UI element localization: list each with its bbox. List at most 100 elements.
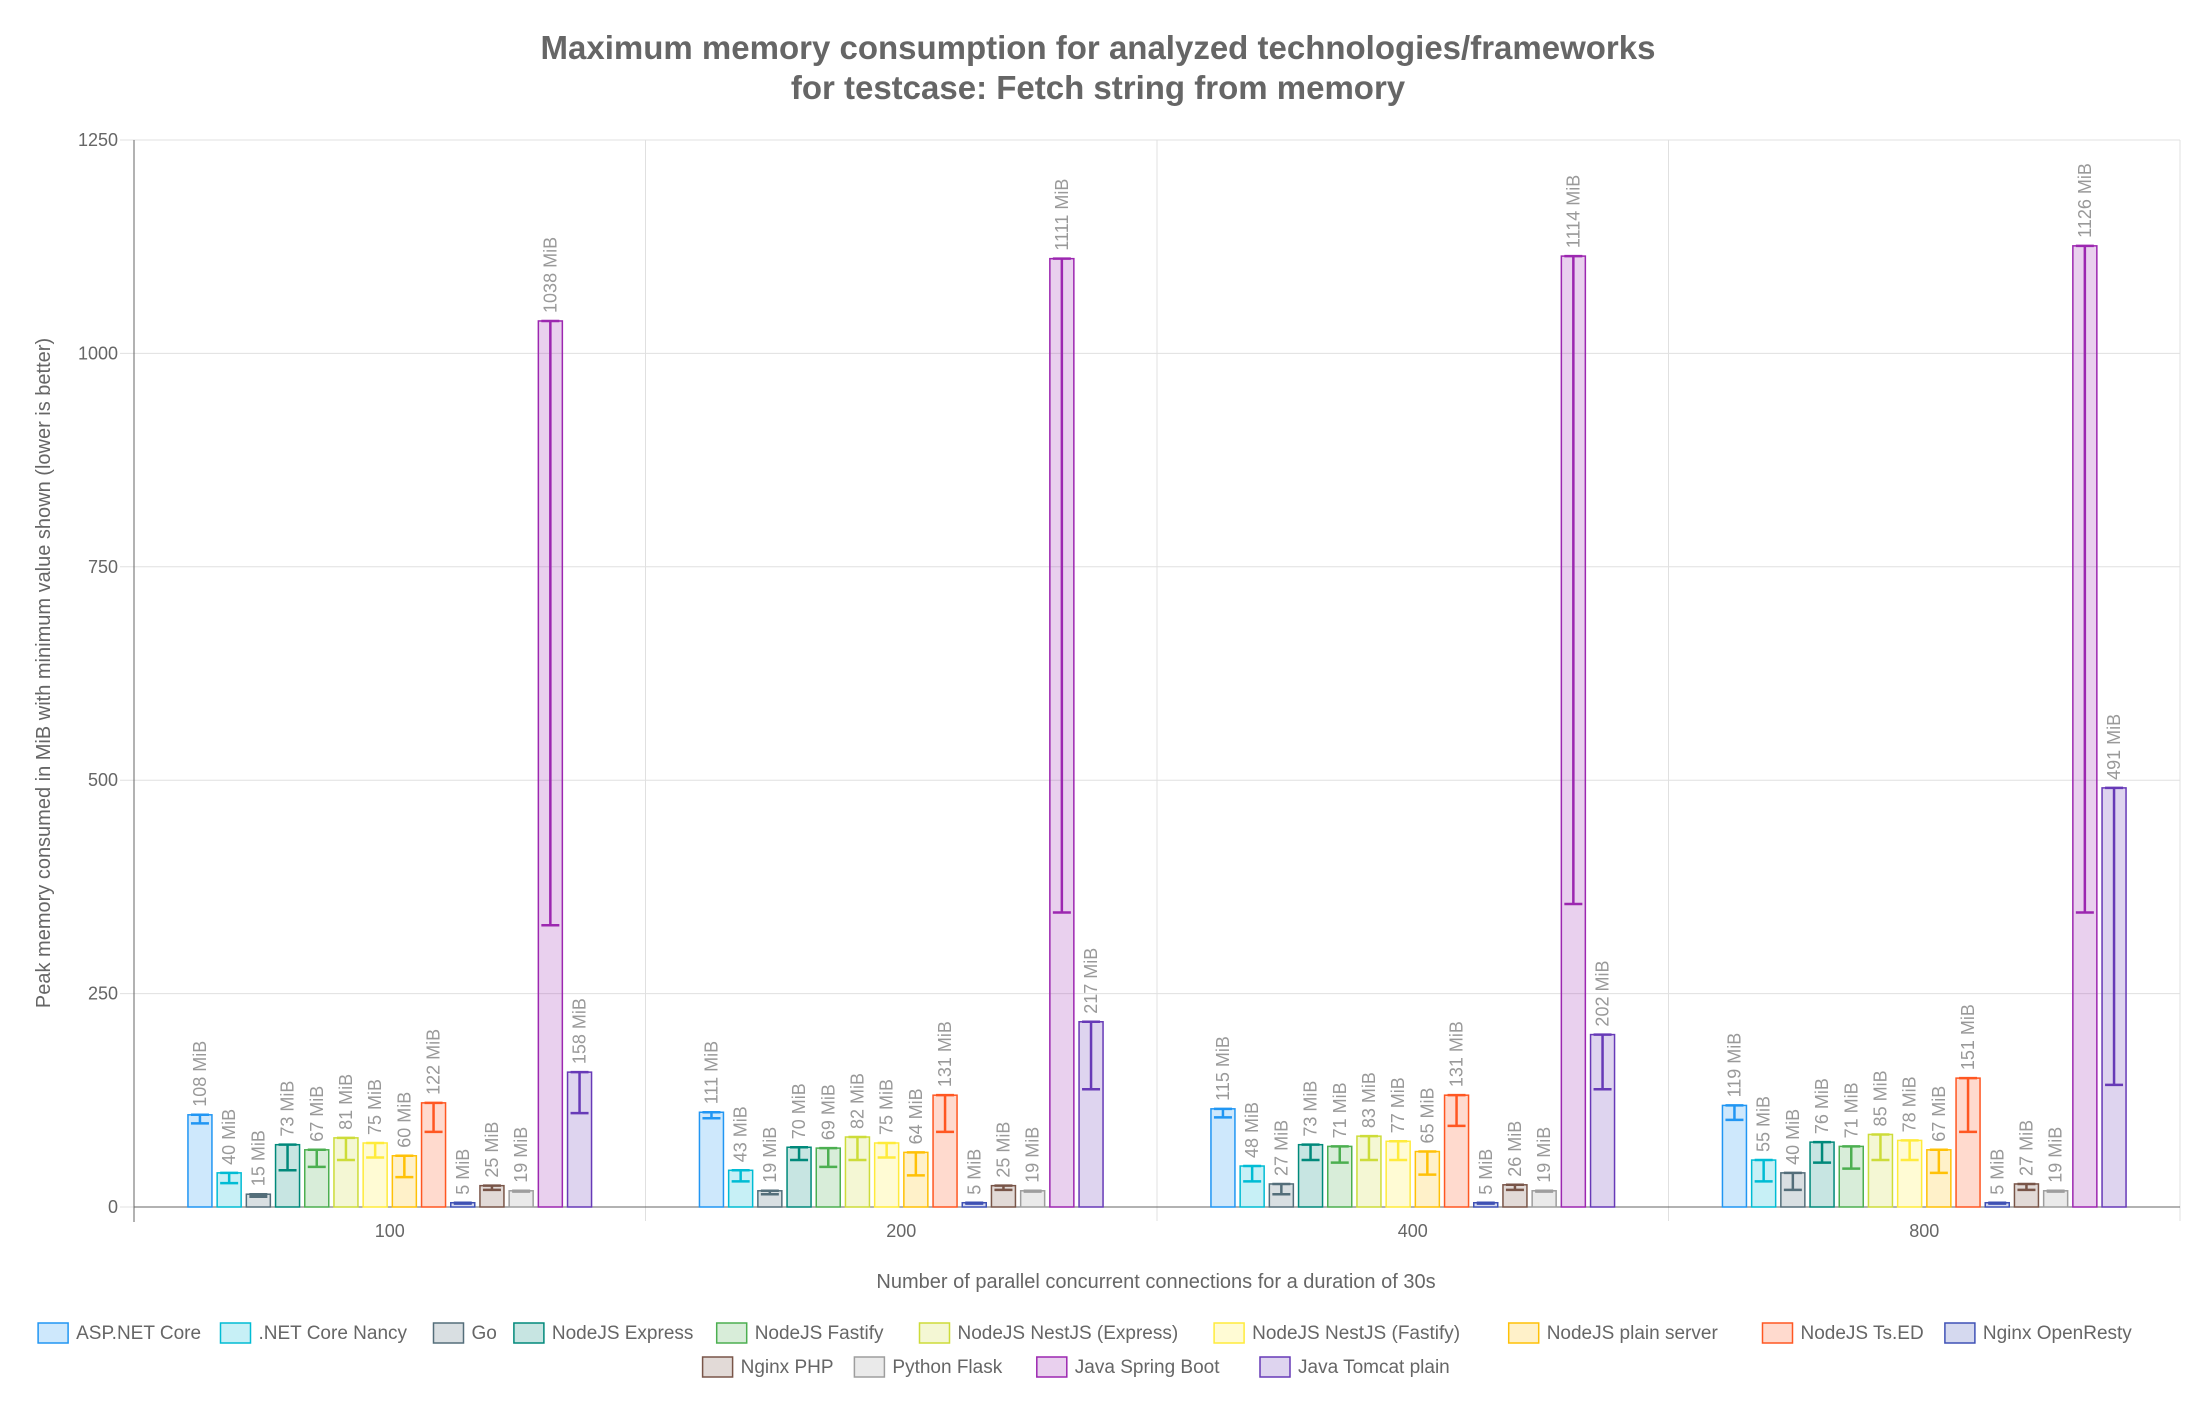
- legend-swatch: [1036, 1356, 1068, 1378]
- bar-value-label: 131 MiB: [1447, 1021, 1467, 1087]
- y-axis-label: Peak memory consumed in MiB with minimum…: [33, 338, 55, 1008]
- bar-value-label: 5 MiB: [453, 1149, 473, 1195]
- bar-value-label: 76 MiB: [1812, 1078, 1832, 1134]
- y-tick-label: 750: [88, 557, 118, 577]
- bar-value-label: 78 MiB: [1900, 1076, 1920, 1132]
- bar-value-label: 151 MiB: [1958, 1004, 1978, 1070]
- legend-item[interactable]: NodeJS NestJS (Express): [918, 1322, 1179, 1344]
- legend-item[interactable]: NodeJS Express: [513, 1322, 694, 1344]
- y-tick-label: 250: [88, 984, 118, 1004]
- bar-value-label: 75 MiB: [877, 1079, 897, 1135]
- bar: [1210, 1108, 1236, 1208]
- legend-item[interactable]: NodeJS Ts.ED: [1761, 1322, 1924, 1344]
- legend-swatch: [432, 1322, 465, 1344]
- legend-label: NodeJS Ts.ED: [1801, 1323, 1924, 1344]
- bar-value-label: 67 MiB: [307, 1086, 327, 1142]
- x-tick-label: 200: [886, 1221, 916, 1241]
- bar-value-label: 40 MiB: [1783, 1109, 1803, 1165]
- bar-value-label: 73 MiB: [1301, 1081, 1321, 1137]
- bar: [508, 1190, 534, 1208]
- legend-label: NodeJS NestJS (Express): [958, 1323, 1179, 1344]
- legend-item[interactable]: Go: [432, 1322, 497, 1344]
- bar-value-label: 70 MiB: [789, 1083, 809, 1139]
- bar-value-label: 65 MiB: [1417, 1087, 1437, 1143]
- legend-swatch: [1761, 1322, 1794, 1344]
- legend-label: NodeJS Fastify: [755, 1323, 884, 1344]
- bar-value-label: 40 MiB: [219, 1109, 239, 1165]
- bar-value-label: 108 MiB: [190, 1041, 210, 1107]
- bar-value-label: 158 MiB: [570, 998, 590, 1064]
- legend-swatch: [1213, 1322, 1245, 1344]
- bar-value-label: 27 MiB: [1271, 1120, 1291, 1176]
- legend-item[interactable]: NodeJS plain server: [1507, 1322, 1719, 1344]
- legend-item[interactable]: .NET Core Nancy: [219, 1322, 408, 1344]
- legend-label: Java Spring Boot: [1075, 1357, 1220, 1378]
- bar-value-label: 27 MiB: [2016, 1120, 2036, 1176]
- bar-value-label: 111 MiB: [701, 1041, 721, 1104]
- legend-swatch: [853, 1356, 886, 1378]
- bar-value-label: 81 MiB: [336, 1074, 356, 1130]
- bar-value-label: 122 MiB: [424, 1029, 444, 1095]
- legend-item[interactable]: Java Spring Boot: [1036, 1356, 1220, 1378]
- bar-value-label: 1111 MiB: [1052, 179, 1072, 251]
- bar-value-label: 19 MiB: [1534, 1127, 1554, 1183]
- bar-value-label: 19 MiB: [760, 1127, 780, 1183]
- legend-label: NodeJS plain server: [1547, 1323, 1719, 1344]
- legend-item[interactable]: Nginx OpenResty: [1944, 1322, 2132, 1344]
- y-tick-label: 0: [108, 1197, 118, 1217]
- chart-title-line-1: Maximum memory consumption for analyzed …: [541, 29, 1656, 66]
- bar-value-label: 5 MiB: [1476, 1149, 1496, 1195]
- bar: [1297, 1143, 1324, 1208]
- bar-value-label: 1038 MiB: [540, 237, 560, 313]
- legend-label: Java Tomcat plain: [1298, 1357, 1450, 1378]
- x-tick-label: 100: [375, 1221, 405, 1241]
- bar: [187, 1114, 213, 1208]
- legend-swatch: [918, 1322, 951, 1344]
- bar-value-label: 202 MiB: [1593, 961, 1613, 1027]
- legend-item[interactable]: Python Flask: [853, 1356, 1003, 1378]
- chart-title-line-2: for testcase: Fetch string from memory: [791, 69, 1406, 106]
- legend-item[interactable]: NodeJS NestJS (Fastify): [1213, 1322, 1460, 1344]
- x-tick-label: 800: [1909, 1221, 1939, 1241]
- bar-value-label: 19 MiB: [511, 1127, 531, 1183]
- bar-value-label: 55 MiB: [1754, 1096, 1774, 1152]
- bar-value-label: 85 MiB: [1870, 1070, 1890, 1126]
- bar-value-label: 26 MiB: [1505, 1121, 1525, 1177]
- x-axis-label: Number of parallel concurrent connection…: [876, 1271, 1435, 1293]
- bar-value-label: 115 MiB: [1213, 1036, 1233, 1101]
- bar-value-label: 119 MiB: [1724, 1033, 1744, 1098]
- legend-swatch: [1944, 1322, 1976, 1344]
- bar-value-label: 83 MiB: [1359, 1072, 1379, 1128]
- bar-value-label: 75 MiB: [365, 1079, 385, 1135]
- legend-item[interactable]: ASP.NET Core: [37, 1322, 201, 1344]
- bar-value-label: 43 MiB: [731, 1106, 751, 1162]
- bar-value-label: 82 MiB: [847, 1073, 867, 1129]
- legend-swatch: [513, 1322, 545, 1344]
- legend-item[interactable]: NodeJS Fastify: [715, 1322, 884, 1344]
- bar-value-label: 67 MiB: [1929, 1086, 1949, 1142]
- tick-labels: 0 250 500 750 1000 1250 100 200 400 800: [78, 130, 1939, 1241]
- legend-label: .NET Core Nancy: [259, 1323, 408, 1344]
- bar-value-label: 131 MiB: [935, 1021, 955, 1087]
- bar-value-label: 60 MiB: [394, 1092, 414, 1148]
- x-tick-label: 400: [1398, 1221, 1428, 1241]
- legend-label: Go: [472, 1323, 497, 1344]
- legend-label: Nginx OpenResty: [1983, 1323, 2132, 1344]
- y-tick-label: 500: [88, 770, 118, 790]
- data-labels: 108 MiB 40 MiB 15 MiB 73 MiB 67 MiB 81 MiB 75 …: [190, 163, 2124, 1195]
- y-tick-label: 1250: [78, 130, 118, 150]
- legend-item[interactable]: Nginx PHP: [701, 1356, 834, 1378]
- legend-label: NodeJS Express: [552, 1323, 694, 1344]
- bar-value-label: 71 MiB: [1841, 1082, 1861, 1138]
- legend-swatch: [37, 1322, 69, 1344]
- bar-value-label: 19 MiB: [2046, 1127, 2066, 1183]
- bar-value-label: 491 MiB: [2104, 714, 2124, 780]
- bar-value-label: 1114 MiB: [1563, 175, 1583, 248]
- bar-value-label: 5 MiB: [1987, 1149, 2007, 1195]
- legend-item[interactable]: Java Tomcat plain: [1259, 1356, 1450, 1378]
- bar-value-label: 73 MiB: [278, 1081, 298, 1137]
- legend-label: ASP.NET Core: [76, 1323, 201, 1344]
- bars: [187, 244, 2127, 1208]
- bar-value-label: 5 MiB: [964, 1149, 984, 1195]
